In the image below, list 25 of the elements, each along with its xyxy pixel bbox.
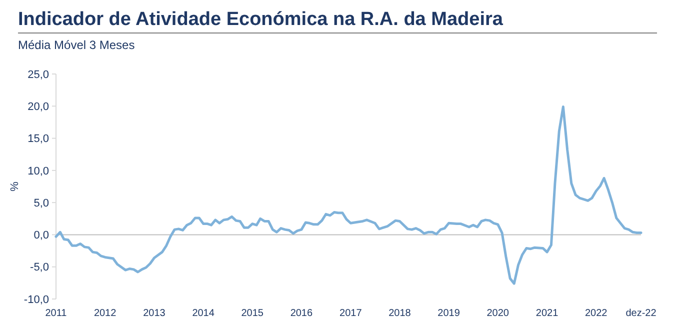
y-tick-label: 20,0 [28, 100, 49, 113]
y-axis-title: % [9, 181, 21, 192]
x-tick-label: 2021 [536, 308, 559, 319]
y-tick-label: 25,0 [28, 68, 49, 81]
x-tick-label: 2013 [143, 308, 166, 319]
x-tick-label: 2018 [388, 308, 412, 319]
x-tick-label: 2016 [290, 308, 314, 319]
x-tick-label: 2011 [45, 308, 68, 319]
line-series [54, 106, 642, 285]
x-tick-label: 2020 [486, 308, 510, 319]
y-tick-label: -10,0 [24, 294, 49, 306]
x-tick-label: 2019 [438, 308, 460, 319]
y-tick-label: -5,0 [30, 262, 49, 274]
y-tick-label: 15,0 [28, 133, 49, 146]
x-tick-label: 2014 [192, 308, 215, 319]
y-tick-label: 10,0 [28, 165, 49, 178]
x-tick-label: 2012 [94, 308, 117, 319]
x-tick-label: dez-22 [626, 308, 657, 319]
y-tick-label: 0,0 [34, 230, 49, 242]
y-tick-label: 5,0 [34, 197, 49, 210]
chart-subtitle: Média Móvel 3 Meses [18, 38, 135, 52]
x-tick-label: 2022 [584, 308, 608, 319]
x-tick-label: 2017 [340, 308, 362, 319]
x-tick-label: 2015 [241, 308, 264, 319]
chart-title: Indicador de Atividade Económica na R.A. da Madeira [18, 9, 504, 30]
